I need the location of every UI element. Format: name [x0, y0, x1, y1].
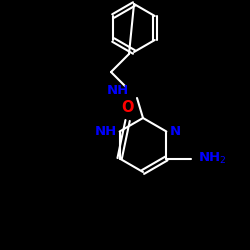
Text: NH: NH: [94, 125, 116, 138]
Text: O: O: [121, 100, 134, 116]
Text: NH: NH: [107, 84, 129, 96]
Text: N: N: [170, 125, 180, 138]
Text: NH$_2$: NH$_2$: [198, 151, 227, 166]
